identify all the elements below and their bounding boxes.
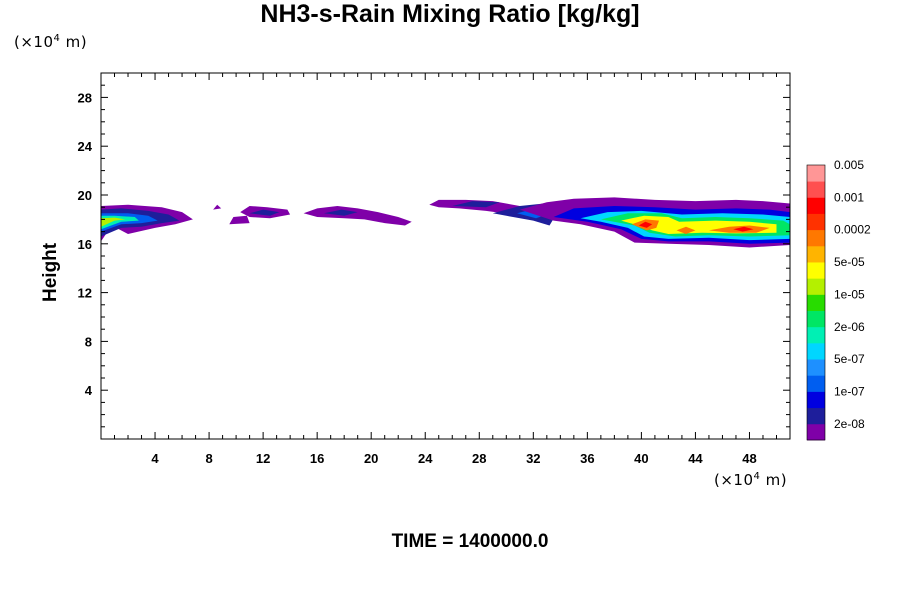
contour-region: [638, 221, 653, 228]
contour-region: [213, 204, 222, 210]
colorbar-label: 0.001: [834, 190, 864, 204]
contour-region: [323, 209, 358, 216]
contour-region: [303, 206, 412, 226]
colorbar-swatch: [807, 342, 825, 360]
x-tick-label: 16: [310, 451, 324, 466]
colorbar: 2e-08 1e-07 5e-07 2e-06 1e-05 5e-05 0.0002 0.00…: [806, 158, 871, 441]
time-label: TIME = 1400000.0: [391, 531, 549, 552]
x-ticks: 4 8 12 16 20 24 28 32 36 40 44 48: [114, 73, 777, 466]
y-tick-label: 12: [78, 286, 92, 301]
contour-region: [249, 209, 280, 216]
colorbar-label: 5e-07: [834, 352, 865, 366]
x-axis-unit: (×104 m): [714, 471, 788, 489]
colorbar-swatch: [807, 407, 825, 425]
plot-frame: [100, 72, 791, 440]
colorbar-label: 2e-06: [834, 320, 865, 334]
y-tick-label: 24: [78, 139, 93, 154]
y-axis-unit: (×104 m): [14, 33, 88, 51]
colorbar-swatch: [807, 245, 825, 263]
colorbar-label: 5e-05: [834, 255, 865, 269]
colorbar-swatch: [807, 229, 825, 247]
colorbar-label: 2e-08: [834, 417, 865, 431]
colorbar-label: 1e-05: [834, 287, 865, 301]
colorbar-swatch: [807, 213, 825, 231]
x-tick-label: 40: [634, 451, 648, 466]
y-tick-label: 28: [78, 90, 92, 105]
x-tick-label: 8: [205, 451, 212, 466]
contour-region: [452, 201, 500, 208]
y-tick-label: 20: [78, 188, 92, 203]
colorbar-swatch: [807, 326, 825, 344]
contour-region: [101, 217, 126, 227]
x-tick-label: 4: [151, 451, 159, 466]
colorbar-swatch: [807, 181, 825, 198]
colorbar-swatch: [807, 359, 825, 376]
x-tick-label: 28: [472, 451, 486, 466]
colorbar-label: 0.005: [834, 158, 864, 172]
colorbar-swatch: [807, 197, 825, 214]
colorbar-swatch: [807, 294, 825, 311]
colorbar-frame: [806, 164, 826, 441]
y-tick-label: 16: [78, 237, 92, 252]
contour-region: [676, 226, 696, 234]
x-tick-label: 48: [742, 451, 756, 466]
contour-region: [229, 215, 250, 225]
colorbar-label: 0.0002: [834, 223, 871, 237]
x-tick-label: 44: [688, 451, 703, 466]
colorbar-swatch: [807, 310, 825, 328]
colorbar-swatch: [807, 423, 825, 441]
contour-regions: [101, 197, 790, 248]
chart-title: NH3-s-Rain Mixing Ratio [kg/kg]: [260, 0, 640, 28]
colorbar-swatch: [807, 278, 825, 295]
colorbar-swatch: [807, 262, 825, 279]
x-tick-label: 12: [256, 451, 270, 466]
x-tick-label: 20: [364, 451, 378, 466]
colorbar-swatch: [807, 391, 825, 409]
x-tick-label: 36: [580, 451, 594, 466]
x-tick-label: 32: [526, 451, 540, 466]
y-tick-label: 8: [85, 334, 92, 349]
colorbar-label: 1e-07: [834, 385, 865, 399]
y-ticks: 4 8 12 16 20 24 28: [78, 84, 790, 428]
y-tick-label: 4: [85, 383, 93, 398]
x-tick-label: 24: [418, 451, 433, 466]
contour-region: [733, 226, 754, 232]
colorbar-swatch: [807, 375, 825, 392]
colorbar-swatch: [807, 165, 825, 182]
